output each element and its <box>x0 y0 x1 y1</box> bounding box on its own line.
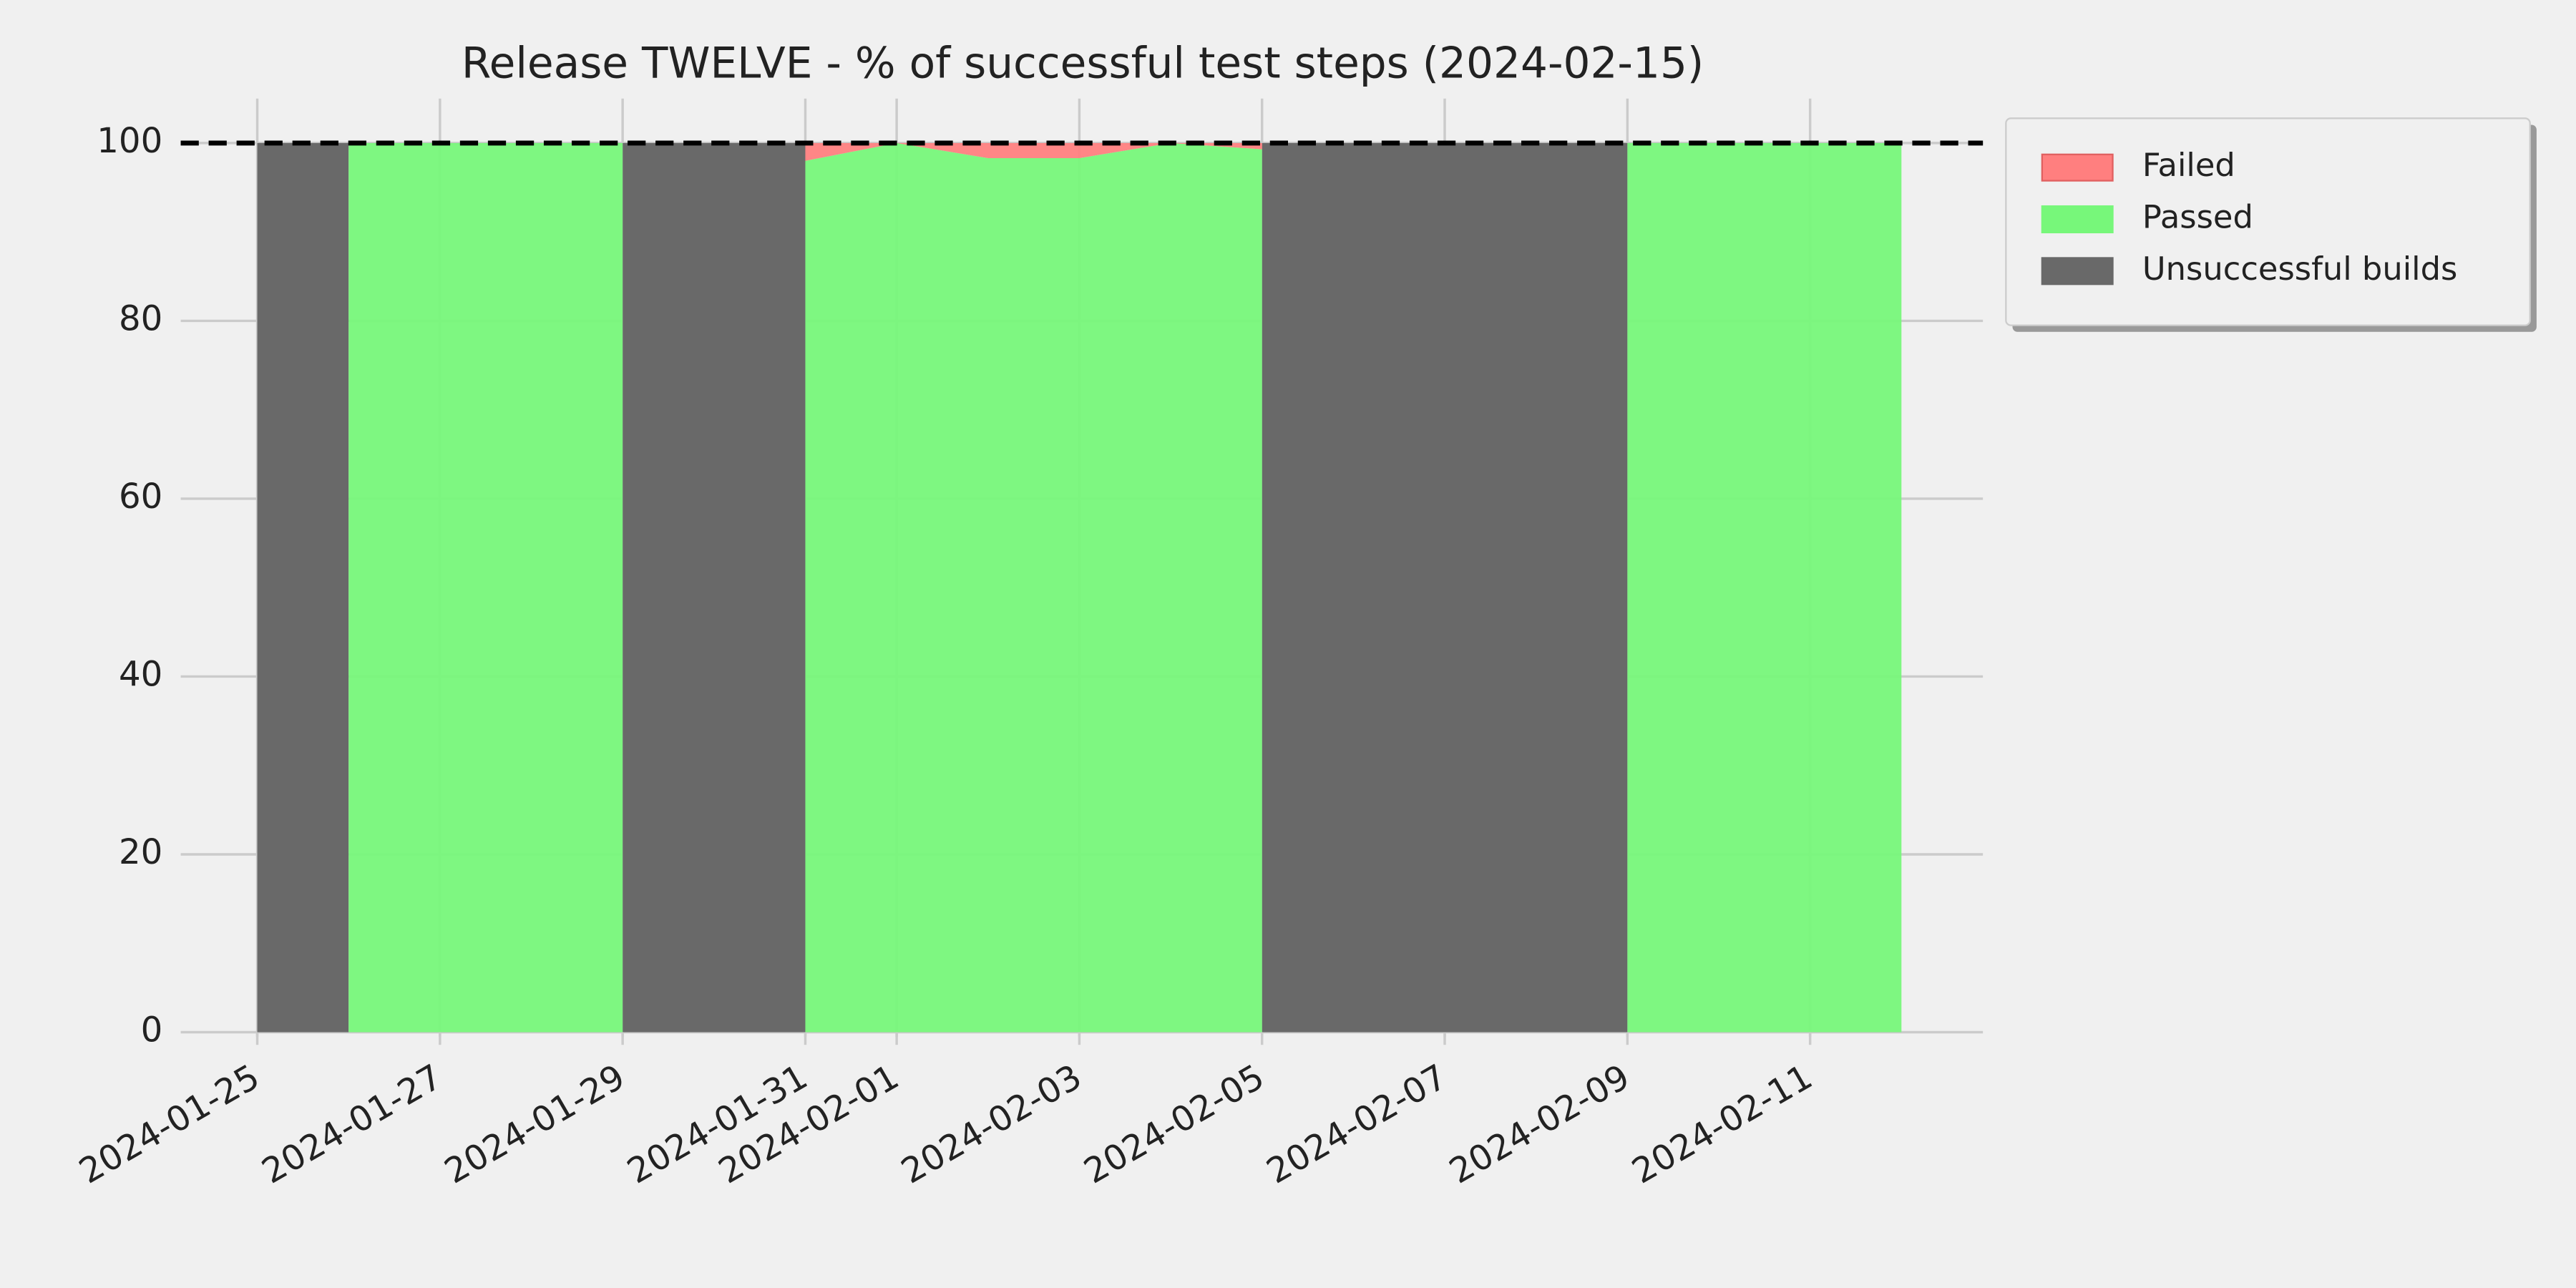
legend-swatch <box>2041 153 2114 182</box>
chart-title: Release TWELVE - % of successful test st… <box>462 39 1704 88</box>
y-tick-label: 60 <box>119 477 162 517</box>
overlay: Failed Passed Unsuccessful builds <box>180 117 2537 332</box>
area <box>257 142 1902 161</box>
areas <box>257 142 1902 1033</box>
y-tick-label: 20 <box>119 832 162 872</box>
y-tick-label: 100 <box>97 121 162 161</box>
legend-swatch <box>2041 257 2114 286</box>
area <box>257 142 1902 1033</box>
legend-box <box>2005 117 2531 326</box>
y-tick-label: 40 <box>119 654 162 694</box>
legend-swatch <box>2041 205 2114 234</box>
y-tick-label: 80 <box>119 298 162 338</box>
legend-label: Failed <box>2142 146 2235 184</box>
area <box>257 142 1902 1033</box>
y-tick-label: 0 <box>141 1010 163 1050</box>
legend-label: Passed <box>2142 198 2253 236</box>
legend-label: Unsuccessful builds <box>2142 250 2457 288</box>
